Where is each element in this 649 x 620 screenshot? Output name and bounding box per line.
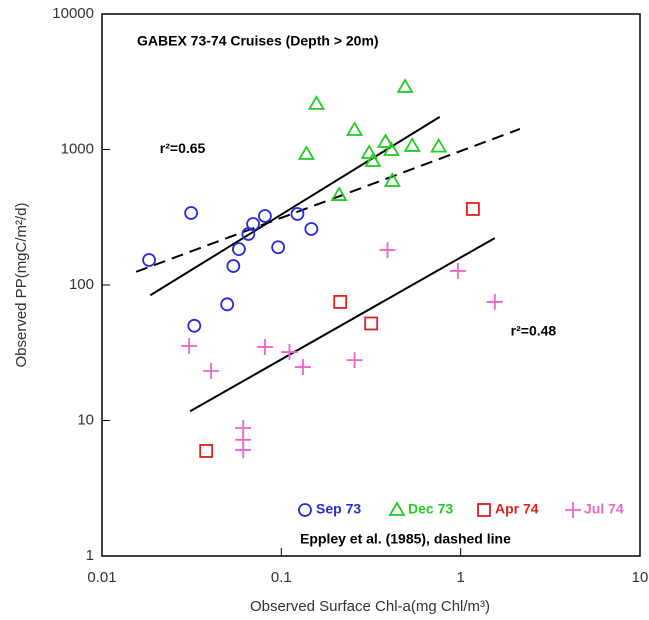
marker: [297, 145, 315, 160]
marker: [271, 240, 286, 255]
marker: [486, 293, 503, 310]
marker: [333, 295, 348, 309]
legend-label: Apr 74: [495, 501, 539, 517]
marker: [232, 242, 246, 257]
marker: [258, 209, 272, 223]
marker: [430, 137, 448, 153]
y-tick-label: 1000: [61, 140, 94, 157]
marker: [383, 172, 401, 187]
legend-marker: [477, 503, 491, 517]
plot-frame: [101, 13, 641, 557]
marker: [203, 362, 220, 379]
marker: [360, 144, 378, 159]
marker: [281, 344, 298, 361]
marker: [256, 338, 273, 355]
annotation: r²=0.48: [511, 323, 557, 339]
x-tick-label: 10: [632, 569, 649, 586]
marker: [181, 337, 198, 354]
legend-label: Dec 73: [408, 501, 453, 517]
marker: [246, 217, 261, 231]
marker: [330, 186, 348, 201]
marker: [220, 297, 235, 312]
marker: [294, 359, 311, 376]
marker: [396, 78, 414, 93]
annotation: r²=0.65: [160, 140, 206, 156]
legend-marker: [298, 503, 312, 517]
legend-label: Sep 73: [316, 501, 361, 517]
marker: [382, 141, 400, 156]
marker: [379, 242, 396, 259]
y-tick-label: 10: [77, 411, 94, 428]
x-tick-label: 0.01: [87, 569, 116, 586]
marker: [364, 152, 382, 167]
marker: [290, 207, 305, 221]
x-tick-label: 1: [456, 569, 464, 586]
marker: [449, 262, 466, 279]
fit-line: [135, 128, 521, 273]
marker: [142, 253, 156, 267]
y-axis-label: Observed PP(mgC/m²/d): [13, 202, 30, 367]
legend-label: Jul 74: [584, 501, 624, 517]
x-tick-label: 0.1: [271, 569, 292, 586]
legend-marker: [565, 502, 581, 518]
fit-line: [189, 237, 496, 413]
marker: [345, 121, 364, 136]
y-tick-label: 1: [86, 547, 94, 564]
marker: [304, 222, 319, 236]
marker: [226, 259, 241, 273]
marker: [199, 444, 214, 458]
chart-title: GABEX 73-74 Cruises (Depth > 20m): [137, 33, 379, 49]
marker: [307, 95, 326, 110]
marker: [184, 206, 199, 220]
legend-marker: [388, 501, 406, 516]
marker: [364, 316, 379, 331]
marker: [346, 352, 363, 369]
marker: [403, 137, 421, 152]
y-tick-label: 10000: [52, 5, 94, 22]
marker: [187, 318, 202, 333]
marker: [235, 442, 252, 459]
marker: [376, 133, 395, 148]
x-axis-label: Observed Surface Chl-a(mg Chl/m³): [250, 598, 490, 615]
note: Eppley et al. (1985), dashed line: [300, 531, 511, 547]
marker: [465, 202, 480, 216]
y-tick-label: 100: [69, 276, 94, 293]
